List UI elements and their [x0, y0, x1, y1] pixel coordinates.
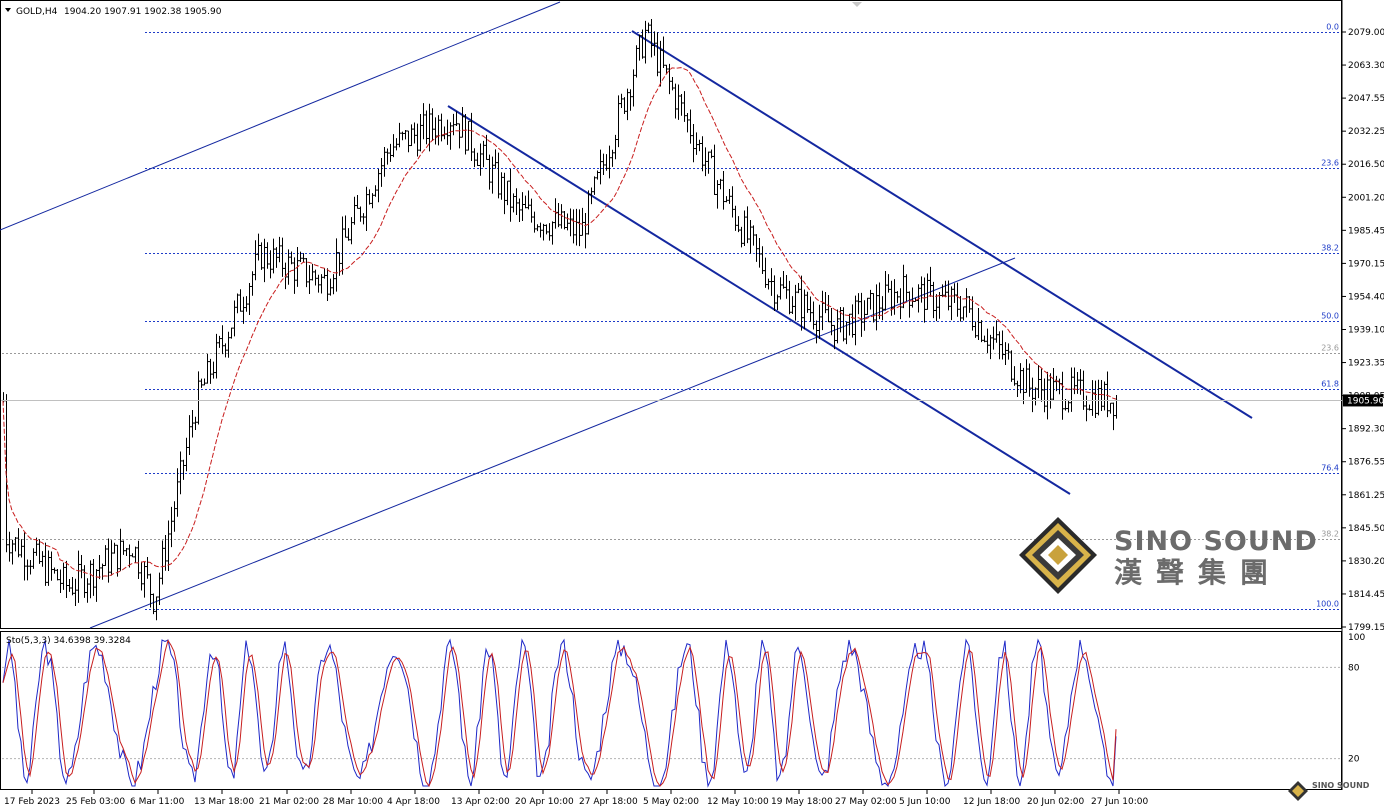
sino-sound-logo	[1019, 517, 1097, 594]
trendline[interactable]	[89, 257, 1016, 629]
fib-level-label: 76.4	[1321, 464, 1339, 473]
price-tick-label: 2032.25	[1348, 127, 1384, 137]
small-brand-text: SINO SOUND	[1312, 781, 1370, 790]
stoch-axis-label: 20	[1348, 755, 1360, 765]
moving-average-line[interactable]	[2, 67, 1117, 578]
price-tick-label: 1799.15	[1348, 623, 1384, 633]
time-tick-label: 5 May 02:00	[643, 797, 699, 807]
time-tick-label: 20 Apr 10:00	[515, 797, 574, 807]
time-tick-label: 27 Apr 18:00	[579, 797, 638, 807]
time-tick-label: 5 Jun 10:00	[899, 797, 951, 807]
ohlc-values: 1904.20 1907.91 1902.38 1905.90	[64, 7, 222, 17]
price-tick-label: 1892.30	[1348, 425, 1384, 435]
moving-average	[2, 67, 1117, 578]
price-tick-label: 1861.25	[1348, 491, 1384, 501]
symbol-dropdown-icon[interactable]	[5, 8, 11, 12]
price-tick-label: 1985.45	[1348, 226, 1384, 236]
time-tick-label: 4 Apr 18:00	[387, 797, 440, 807]
fib-level-label: 0.0	[1326, 23, 1339, 32]
fibonacci-levels: 0.0 23.6 38.2 50.0 61.8 76.4 100.0 23.6 38.2	[2, 23, 1340, 610]
price-tick-label: 1970.15	[1348, 259, 1384, 269]
current-price-box	[1343, 394, 1383, 407]
time-tick-label: 12 Jun 18:00	[963, 797, 1020, 807]
indicator-label: Sto(5,3,3) 34.6398 39.3284	[6, 636, 131, 646]
price-tick-label: 1954.40	[1348, 292, 1384, 302]
trendlines	[0, 1, 1253, 629]
time-tick-label: 13 Apr 02:00	[451, 797, 510, 807]
price-tick-label: 1939.10	[1348, 326, 1384, 336]
small-brand-logo	[1288, 781, 1308, 801]
time-tick-label: 27 Jun 10:00	[1091, 797, 1148, 807]
fib-level-label: 61.8	[1321, 380, 1339, 389]
fib-level-label: 23.6	[1321, 344, 1339, 353]
price-tick-label: 2016.50	[1348, 160, 1384, 170]
fib-level-label: 50.0	[1321, 312, 1339, 321]
fib-level-label: 38.2	[1321, 244, 1339, 253]
time-tick-label: 13 Mar 18:00	[194, 797, 254, 807]
price-tick-label: 1830.20	[1348, 557, 1384, 567]
time-axis: 17 Feb 2023 25 Feb 03:00 6 Mar 11:00 13 Mar…	[4, 790, 1148, 807]
fib-level-label: 23.6	[1321, 159, 1339, 168]
price-tick-label: 1845.50	[1348, 524, 1384, 534]
brand-name-en: SINO SOUND	[1114, 526, 1318, 557]
current-price-label: 1905.90	[1347, 396, 1384, 406]
fib-level-label: 38.2	[1321, 530, 1339, 539]
time-tick-label: 28 Mar 10:00	[323, 797, 383, 807]
indicator-frame	[0, 631, 1342, 790]
price-axis: 2079.00 2063.30 2047.55 2032.25 2016.50 2001.…	[1342, 28, 1384, 633]
trendline[interactable]	[0, 1, 561, 231]
price-tick-label: 1876.55	[1348, 458, 1384, 468]
stoch-signal-line[interactable]	[2, 639, 1117, 788]
brand-name-cn: 漢聲集團	[1114, 556, 1282, 589]
time-tick-label: 17 Feb 2023	[4, 797, 60, 807]
price-tick-label: 1814.45	[1348, 590, 1384, 600]
price-tick-label: 2063.30	[1348, 61, 1384, 71]
candlesticks	[2, 18, 1118, 621]
time-tick-label: 12 May 10:00	[707, 797, 769, 807]
stoch-main-line[interactable]	[2, 638, 1117, 788]
price-tick-label: 2047.55	[1348, 94, 1384, 104]
price-tick-label: 2001.20	[1348, 193, 1384, 203]
trendline[interactable]	[631, 30, 1253, 419]
stoch-axis-label: 80	[1348, 663, 1360, 673]
time-tick-label: 21 Mar 02:00	[259, 797, 319, 807]
stoch-axis-label: 100	[1348, 633, 1365, 643]
chart-shift-marker[interactable]	[852, 2, 862, 7]
time-tick-label: 6 Mar 11:00	[130, 797, 185, 807]
time-tick-label: 27 May 02:00	[835, 797, 897, 807]
price-tick-label: 2079.00	[1348, 28, 1384, 38]
time-tick-label: 19 May 18:00	[771, 797, 833, 807]
stochastic-oscillator: 100 80 20	[2, 633, 1365, 788]
symbol-timeframe: GOLD,H4	[16, 7, 58, 17]
price-tick-label: 1923.35	[1348, 359, 1384, 369]
trendline[interactable]	[447, 105, 1071, 495]
time-tick-label: 25 Feb 03:00	[66, 797, 125, 807]
fib-level-label: 100.0	[1316, 600, 1339, 609]
time-tick-label: 20 Jun 02:00	[1027, 797, 1084, 807]
